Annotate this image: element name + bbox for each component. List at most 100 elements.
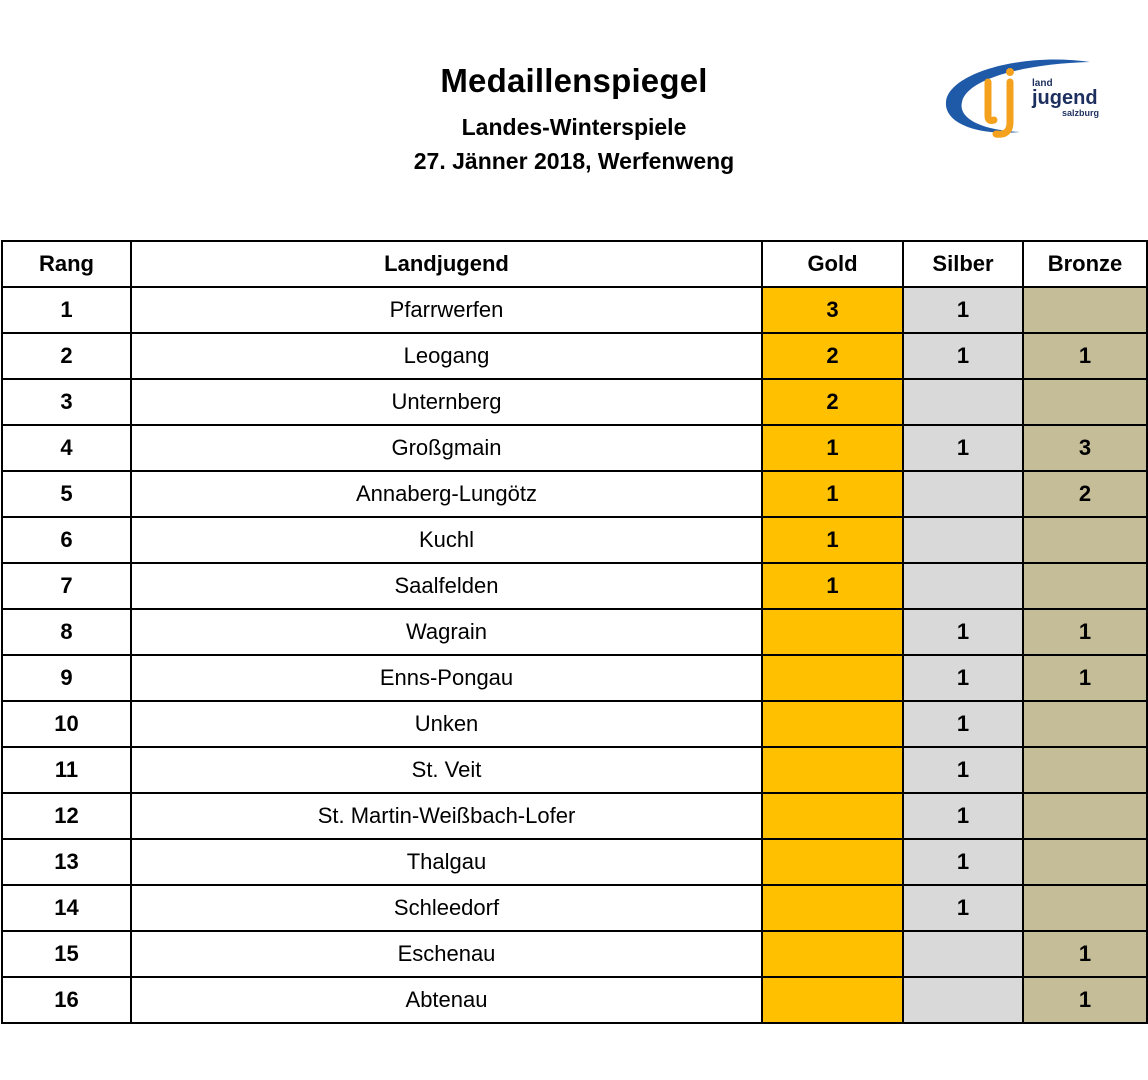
bronze-cell — [1022, 286, 1148, 334]
gold-cell: 2 — [761, 332, 904, 380]
bronze-cell — [1022, 838, 1148, 886]
logo-land-text: land — [1032, 78, 1053, 89]
silber-cell — [902, 562, 1024, 610]
landjugend-cell: Eschenau — [130, 930, 763, 978]
silber-cell: 1 — [902, 746, 1024, 794]
gold-cell — [761, 608, 904, 656]
bronze-cell: 2 — [1022, 470, 1148, 518]
gold-cell — [761, 746, 904, 794]
rank-cell: 1 — [1, 286, 132, 334]
logo-jugend-text: jugend — [1031, 87, 1098, 109]
landjugend-cell: St. Veit — [130, 746, 763, 794]
bronze-cell — [1022, 562, 1148, 610]
rank-cell: 2 — [1, 332, 132, 380]
column-header-landjugend: Landjugend — [130, 240, 763, 288]
rank-cell: 5 — [1, 470, 132, 518]
table-row: 2 Leogang 2 1 1 — [1, 332, 1148, 380]
gold-cell: 3 — [761, 286, 904, 334]
table-row: 14 Schleedorf 1 — [1, 884, 1148, 932]
gold-cell: 2 — [761, 378, 904, 426]
gold-cell — [761, 884, 904, 932]
landjugend-cell: Unken — [130, 700, 763, 748]
landjugend-cell: St. Martin-Weißbach-Lofer — [130, 792, 763, 840]
table-row: 6 Kuchl 1 — [1, 516, 1148, 564]
landjugend-cell: Pfarrwerfen — [130, 286, 763, 334]
silber-cell — [902, 378, 1024, 426]
landjugend-cell: Schleedorf — [130, 884, 763, 932]
rank-cell: 16 — [1, 976, 132, 1024]
table-row: 4 Großgmain 1 1 3 — [1, 424, 1148, 472]
bronze-cell — [1022, 516, 1148, 564]
rank-cell: 14 — [1, 884, 132, 932]
table-row: 11 St. Veit 1 — [1, 746, 1148, 794]
silber-cell: 1 — [902, 286, 1024, 334]
table-row: 3 Unternberg 2 — [1, 378, 1148, 426]
table-row: 16 Abtenau 1 — [1, 976, 1148, 1024]
silber-cell: 1 — [902, 424, 1024, 472]
rank-cell: 8 — [1, 608, 132, 656]
table-row: 5 Annaberg-Lungötz 1 2 — [1, 470, 1148, 518]
medal-table: Rang Landjugend Gold Silber Bronze 1 Pfar… — [1, 240, 1148, 1024]
rank-cell: 11 — [1, 746, 132, 794]
gold-cell: 1 — [761, 516, 904, 564]
landjugend-cell: Wagrain — [130, 608, 763, 656]
page-title: Medaillenspiegel — [440, 62, 708, 99]
rank-cell: 15 — [1, 930, 132, 978]
landjugend-logo: land jugend salzburg — [945, 59, 1099, 138]
gold-cell: 1 — [761, 470, 904, 518]
bronze-cell: 1 — [1022, 930, 1148, 978]
gold-cell: 1 — [761, 562, 904, 610]
table-row: 13 Thalgau 1 — [1, 838, 1148, 886]
rank-cell: 6 — [1, 516, 132, 564]
bronze-cell: 1 — [1022, 608, 1148, 656]
silber-cell: 1 — [902, 884, 1024, 932]
bronze-cell: 1 — [1022, 654, 1148, 702]
bronze-cell — [1022, 378, 1148, 426]
landjugend-cell: Unternberg — [130, 378, 763, 426]
rank-cell: 10 — [1, 700, 132, 748]
table-row: 8 Wagrain 1 1 — [1, 608, 1148, 656]
silber-cell: 1 — [902, 332, 1024, 380]
column-header-gold: Gold — [761, 240, 904, 288]
gold-cell — [761, 930, 904, 978]
column-header-silber: Silber — [902, 240, 1024, 288]
logo-salzburg-text: salzburg — [1062, 108, 1099, 118]
silber-cell: 1 — [902, 654, 1024, 702]
column-header-rank: Rang — [1, 240, 132, 288]
bronze-cell — [1022, 884, 1148, 932]
rank-cell: 9 — [1, 654, 132, 702]
rank-cell: 13 — [1, 838, 132, 886]
bronze-cell: 3 — [1022, 424, 1148, 472]
landjugend-cell: Enns-Pongau — [130, 654, 763, 702]
gold-cell — [761, 976, 904, 1024]
silber-cell: 1 — [902, 838, 1024, 886]
silber-cell — [902, 930, 1024, 978]
landjugend-cell: Leogang — [130, 332, 763, 380]
table-row: 7 Saalfelden 1 — [1, 562, 1148, 610]
rank-cell: 4 — [1, 424, 132, 472]
landjugend-cell: Annaberg-Lungötz — [130, 470, 763, 518]
table-row: 1 Pfarrwerfen 3 1 — [1, 286, 1148, 334]
rank-cell: 7 — [1, 562, 132, 610]
gold-cell: 1 — [761, 424, 904, 472]
landjugend-cell: Kuchl — [130, 516, 763, 564]
event-subtitle: Landes-Winterspiele — [461, 114, 687, 140]
silber-cell — [902, 516, 1024, 564]
table-header-row: Rang Landjugend Gold Silber Bronze — [1, 240, 1148, 288]
silber-cell: 1 — [902, 792, 1024, 840]
bronze-cell: 1 — [1022, 332, 1148, 380]
landjugend-cell: Thalgau — [130, 838, 763, 886]
bronze-cell — [1022, 746, 1148, 794]
bronze-cell — [1022, 700, 1148, 748]
rank-cell: 3 — [1, 378, 132, 426]
table-row: 9 Enns-Pongau 1 1 — [1, 654, 1148, 702]
landjugend-cell: Großgmain — [130, 424, 763, 472]
gold-cell — [761, 700, 904, 748]
table-row: 10 Unken 1 — [1, 700, 1148, 748]
column-header-bronze: Bronze — [1022, 240, 1148, 288]
silber-cell — [902, 976, 1024, 1024]
landjugend-cell: Saalfelden — [130, 562, 763, 610]
gold-cell — [761, 838, 904, 886]
table-row: 12 St. Martin-Weißbach-Lofer 1 — [1, 792, 1148, 840]
silber-cell — [902, 470, 1024, 518]
